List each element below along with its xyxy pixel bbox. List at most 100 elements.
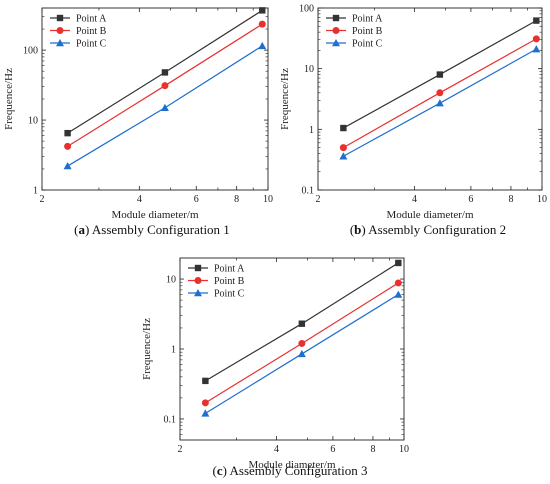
data-point [64, 142, 72, 150]
x-tick-label: 6 [468, 194, 473, 205]
x-tick-label: 2 [316, 194, 321, 205]
y-tick-label: 0.1 [302, 186, 315, 197]
data-point [202, 377, 209, 385]
data-point [297, 349, 306, 358]
x-tick-label: 2 [178, 444, 183, 455]
y-tick-label: 0.1 [164, 414, 177, 425]
data-point [258, 41, 267, 50]
series-point-b [339, 35, 540, 152]
legend-label: Point B [352, 26, 383, 37]
panel-a: 2 4 6 8 10 1 10 100 Module diameter/m Frequence/H… [3, 7, 273, 237]
y-axis-label: Frequence/Hz [141, 318, 153, 380]
x-tick-label: 10 [263, 194, 273, 205]
series-point-c [201, 290, 403, 417]
legend-label: Point C [76, 39, 107, 50]
x-tick-label: 6 [330, 444, 335, 455]
caption-text: ) Assembly Configuration 3 [223, 463, 368, 478]
series-point-c [63, 41, 267, 170]
data-point [532, 45, 541, 53]
series-point-a [64, 7, 266, 137]
data-point [339, 144, 347, 152]
panel-caption: (a) Assembly Configuration 1 [74, 222, 230, 237]
series-point-b [64, 20, 266, 150]
legend-marker [56, 27, 64, 34]
x-tick-label: 10 [399, 444, 409, 455]
x-axis-label: Module diameter/m [248, 459, 336, 471]
y-axis-label: Frequence/Hz [279, 68, 291, 130]
x-axis-label: Module diameter/m [111, 209, 199, 221]
data-point [259, 7, 266, 14]
y-tick-label: 1 [309, 125, 314, 136]
series-point-a [202, 259, 402, 385]
data-point [532, 35, 540, 43]
series-point-b [201, 279, 402, 407]
y-tick-label: 1 [171, 345, 176, 356]
data-point [394, 279, 402, 287]
data-point [160, 103, 169, 111]
x-tick-label: 4 [137, 194, 142, 205]
x-tick-label: 8 [370, 444, 375, 455]
x-tick-label: 10 [537, 194, 547, 205]
caption-letter: b [354, 222, 361, 237]
data-point [161, 82, 169, 90]
x-tick-label: 4 [412, 194, 417, 205]
legend-label: Point A [76, 14, 107, 25]
y-tick-label: 10 [28, 116, 38, 127]
data-point [258, 20, 266, 28]
legend-marker [56, 39, 64, 47]
legend-label: Point C [352, 39, 383, 50]
caption-paren-open: ( [350, 222, 354, 237]
legend-marker [56, 14, 64, 22]
y-tick-label: 1 [33, 186, 38, 197]
legend-label: Point A [214, 264, 245, 275]
legend-marker [194, 277, 202, 284]
legend-label: Point B [214, 276, 245, 287]
legend-marker [332, 39, 340, 47]
data-point [395, 259, 402, 267]
y-tick-label: 10 [304, 64, 314, 75]
data-point [63, 162, 72, 170]
data-point [436, 71, 444, 78]
panel-caption: (c) Assembly Configuration 3 [213, 463, 368, 478]
data-point [533, 17, 540, 24]
panel-caption: (b) Assembly Configuration 2 [350, 222, 506, 237]
plot-frame [317, 7, 543, 191]
data-point [394, 290, 403, 298]
legend-marker [194, 264, 202, 272]
x-tick-label: 8 [234, 194, 239, 205]
caption-letter: a [79, 222, 86, 237]
caption-text: ) Assembly Configuration 1 [85, 222, 230, 237]
legend-marker [332, 14, 340, 22]
data-point [298, 320, 306, 327]
data-point [436, 89, 444, 97]
caption-text: ) Assembly Configuration 2 [361, 222, 506, 237]
caption-paren-open: ( [213, 463, 217, 478]
panel-c: 2 4 6 8 10 0.1 1 10 Module diameter/m Frequence/H… [141, 257, 409, 478]
x-tick-label: 4 [274, 444, 279, 455]
y-tick-label: 10 [166, 275, 176, 286]
data-point [340, 124, 347, 132]
panel-b: 2 4 6 8 10 0.1 1 10 100 Module diameter/m Frequenc… [279, 4, 547, 238]
data-point [64, 129, 71, 137]
series-point-c [339, 45, 541, 160]
x-tick-label: 6 [194, 194, 199, 205]
x-tick-label: 8 [508, 194, 513, 205]
legend-marker [194, 289, 202, 297]
data-point [339, 152, 348, 160]
y-axis-label: Frequence/Hz [3, 68, 15, 130]
caption-letter: c [217, 463, 223, 478]
data-point [161, 69, 169, 76]
data-point [435, 99, 444, 107]
legend-label: Point B [76, 26, 107, 37]
y-tick-label: 100 [23, 46, 38, 57]
data-point [201, 399, 209, 407]
x-tick-label: 2 [40, 194, 45, 205]
y-tick-label: 100 [299, 4, 314, 15]
data-point [298, 339, 306, 347]
legend-label: Point A [352, 14, 383, 25]
caption-paren-open: ( [74, 222, 78, 237]
